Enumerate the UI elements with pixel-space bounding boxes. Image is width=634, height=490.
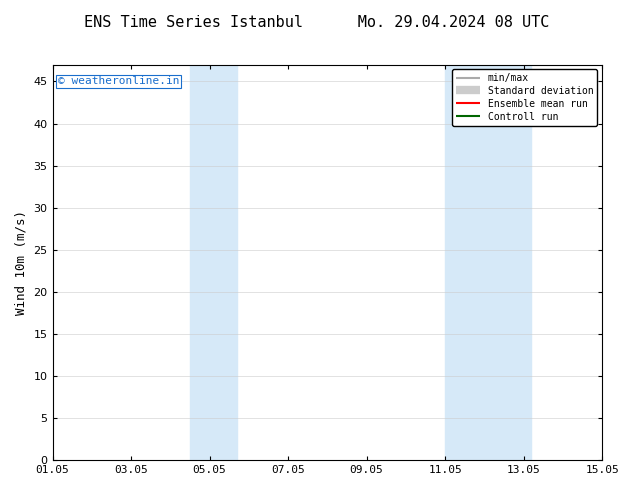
Bar <box>445 65 531 460</box>
Legend: min/max, Standard deviation, Ensemble mean run, Controll run: min/max, Standard deviation, Ensemble me… <box>451 70 597 126</box>
Y-axis label: Wind 10m (m/s): Wind 10m (m/s) <box>15 210 28 315</box>
Text: © weatheronline.in: © weatheronline.in <box>58 76 179 86</box>
Text: ENS Time Series Istanbul      Mo. 29.04.2024 08 UTC: ENS Time Series Istanbul Mo. 29.04.2024 … <box>84 15 550 30</box>
Bar <box>190 65 237 460</box>
